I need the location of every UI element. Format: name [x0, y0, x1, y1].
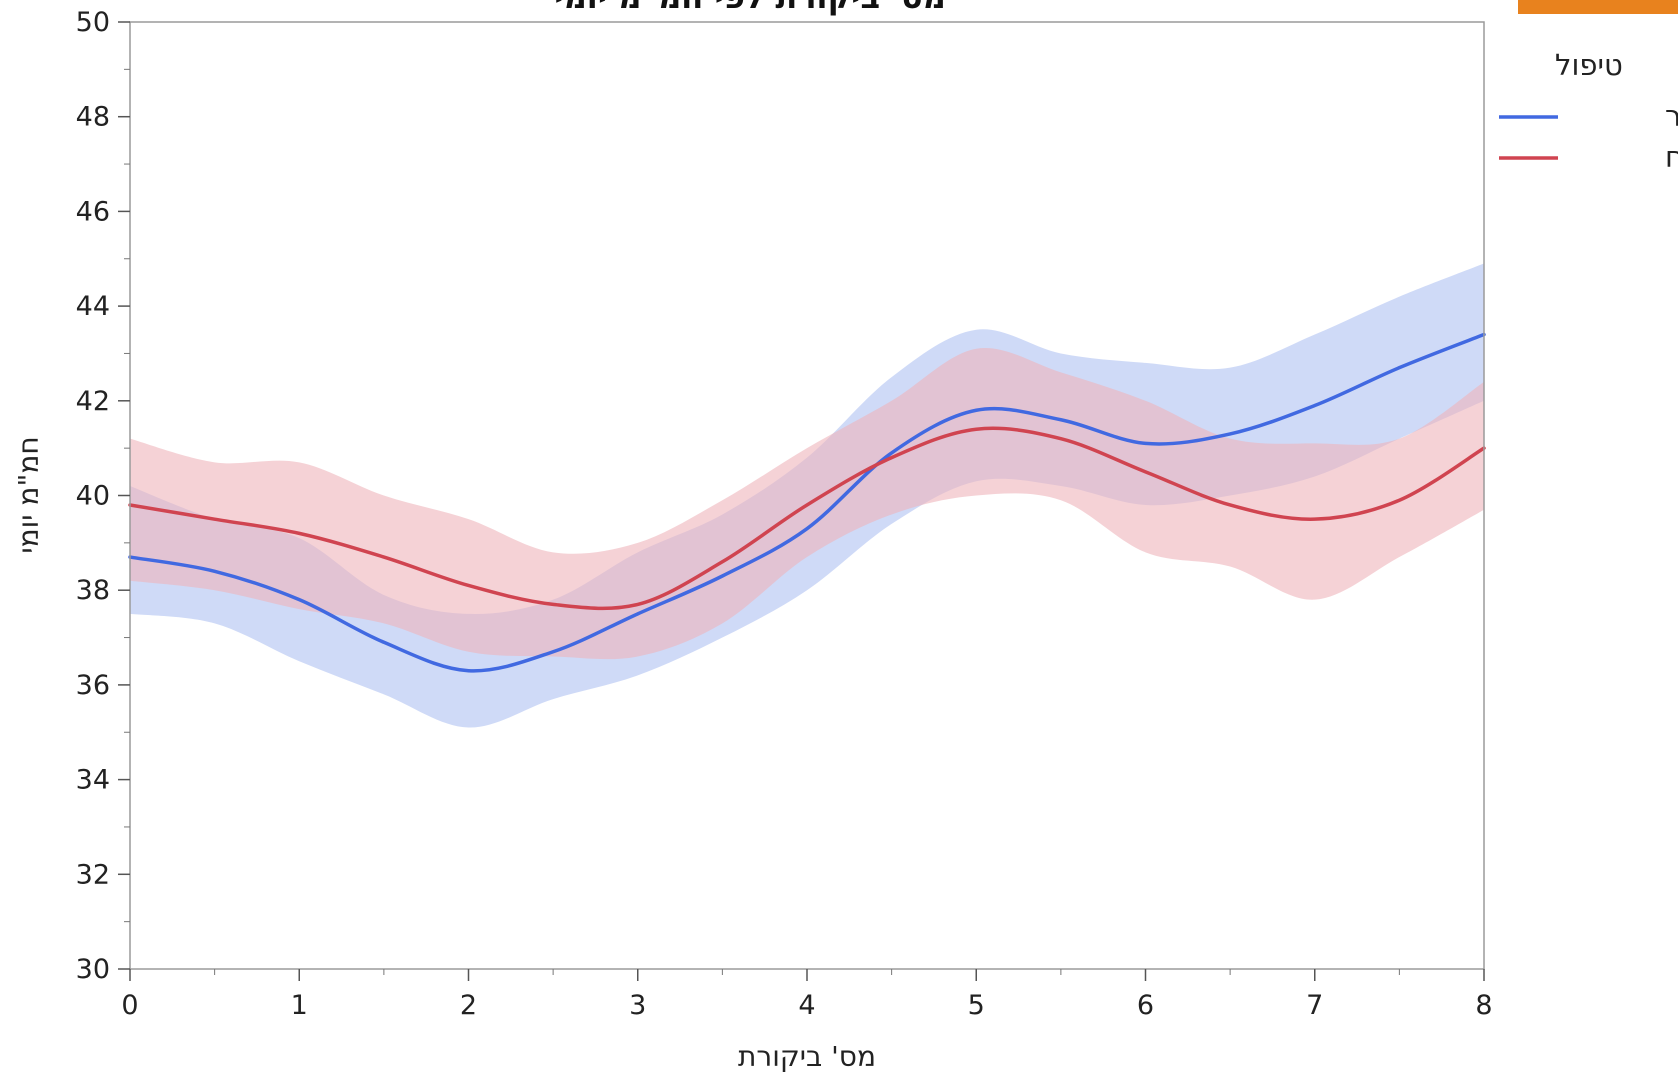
x-tick-label: 3 [629, 990, 646, 1021]
x-tick-label: 8 [1475, 990, 1492, 1021]
x-axis: 0 1 2 3 4 5 6 7 8 [121, 969, 1493, 1021]
confidence-bands [130, 263, 1484, 728]
legend-label: קילטור [1665, 99, 1678, 133]
y-tick-label: 50 [76, 7, 110, 38]
x-tick-label: 7 [1306, 990, 1323, 1021]
x-tick-label: 6 [1137, 990, 1154, 1021]
chart-title: מס' ביקורת לפי חמ"מ יומי [554, 0, 946, 16]
y-axis-title: חמ"מ יומי [12, 436, 45, 553]
legend-title: טיפול [1555, 48, 1623, 82]
legend-items: קילטור תיחוח [1499, 99, 1678, 174]
y-axis: 30 32 34 36 38 40 42 44 46 48 50 [76, 7, 130, 985]
y-tick-label: 32 [76, 859, 110, 890]
series-lines [128, 332, 1486, 673]
y-tick-label: 48 [76, 102, 110, 133]
corner-badge [1518, 0, 1678, 14]
y-tick-label: 44 [76, 291, 110, 322]
x-tick-label: 4 [798, 990, 815, 1021]
legend-label: תיחוח [1665, 140, 1678, 174]
series-line-2 [128, 426, 1486, 611]
y-tick-label: 30 [76, 954, 110, 985]
legend-item-1: קילטור [1499, 99, 1678, 133]
x-tick-label: 5 [968, 990, 985, 1021]
y-tick-label: 46 [76, 196, 110, 227]
y-tick-label: 38 [76, 575, 110, 606]
x-tick-label: 2 [460, 990, 477, 1021]
x-tick-label: 1 [291, 990, 308, 1021]
legend: טיפול קילטור תיחוח [1499, 48, 1678, 174]
x-tick-label: 0 [121, 990, 138, 1021]
x-axis-title: מס' ביקורת [738, 1040, 876, 1073]
series-line-1 [128, 332, 1486, 673]
y-tick-label: 36 [76, 670, 110, 701]
legend-item-2: תיחוח [1499, 140, 1678, 174]
y-tick-label: 34 [76, 765, 110, 796]
y-tick-label: 40 [76, 481, 110, 512]
y-tick-label: 42 [76, 386, 110, 417]
